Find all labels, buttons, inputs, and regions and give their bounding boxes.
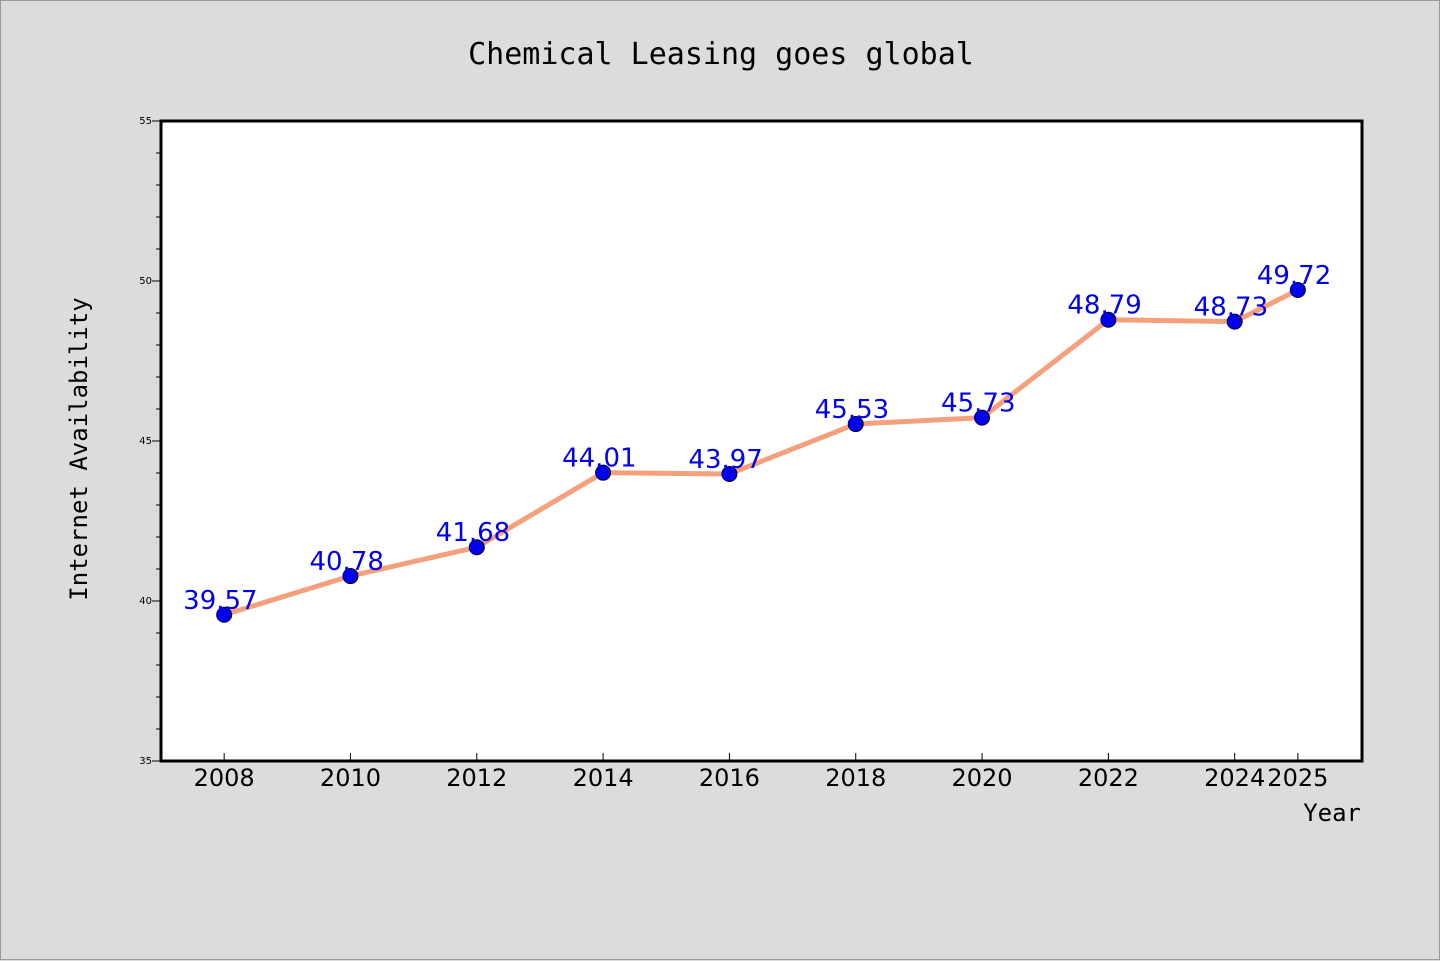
x-tick-label: 2022 bbox=[1078, 764, 1139, 792]
markers-group bbox=[216, 281, 1306, 623]
data-label: 45.53 bbox=[815, 395, 889, 425]
data-labels-group: 39.57 40.78 41.68 44.01 43.97 45.53 45.73 48.79… bbox=[183, 261, 1331, 616]
data-point bbox=[342, 568, 359, 585]
x-axis: 2008 2010 2012 2014 2016 2018 2020 2022 2024 2025 bbox=[194, 753, 1328, 792]
y-tick-label: 40 bbox=[139, 596, 152, 607]
data-point bbox=[721, 465, 738, 482]
x-tick-label: 2014 bbox=[573, 764, 634, 792]
data-point bbox=[468, 539, 485, 556]
series-line-group bbox=[223, 287, 1299, 618]
data-label: 40.78 bbox=[309, 547, 383, 577]
data-label: 49.72 bbox=[1257, 261, 1331, 291]
y-axis-title: Internet Availability bbox=[65, 297, 93, 600]
data-label: 39.57 bbox=[183, 586, 257, 616]
x-tick-label: 2010 bbox=[320, 764, 381, 792]
data-point bbox=[1289, 281, 1306, 298]
data-label: 48.79 bbox=[1067, 291, 1141, 321]
data-point bbox=[1100, 311, 1117, 328]
data-label: 44.01 bbox=[562, 444, 636, 474]
data-point bbox=[1226, 313, 1243, 330]
data-point bbox=[974, 409, 991, 426]
x-tick-label: 2024 bbox=[1204, 764, 1265, 792]
x-tick-label: 2008 bbox=[194, 764, 255, 792]
y-tick-label: 35 bbox=[139, 756, 152, 767]
x-tick-label: 2025 bbox=[1267, 764, 1328, 792]
data-label: 45.73 bbox=[941, 389, 1015, 419]
x-tick-label: 2020 bbox=[952, 764, 1013, 792]
plot-area bbox=[159, 119, 1364, 763]
y-axis: 35 40 45 50 55 bbox=[139, 116, 161, 767]
x-tick-label: 2012 bbox=[446, 764, 507, 792]
y-tick-label: 55 bbox=[139, 116, 152, 127]
data-point bbox=[595, 464, 612, 481]
x-axis-title: Year bbox=[1303, 799, 1361, 827]
data-label: 48.73 bbox=[1194, 293, 1268, 323]
y-tick-label: 45 bbox=[139, 436, 152, 447]
data-label: 41.68 bbox=[436, 518, 510, 548]
data-label: 43.97 bbox=[688, 445, 762, 475]
y-tick-label: 50 bbox=[139, 276, 152, 287]
chart-title: Chemical Leasing goes global bbox=[468, 37, 974, 72]
data-point bbox=[216, 606, 233, 623]
x-tick-label: 2016 bbox=[699, 764, 760, 792]
series-line bbox=[223, 287, 1299, 618]
x-tick-label: 2018 bbox=[825, 764, 886, 792]
data-point bbox=[847, 416, 864, 433]
